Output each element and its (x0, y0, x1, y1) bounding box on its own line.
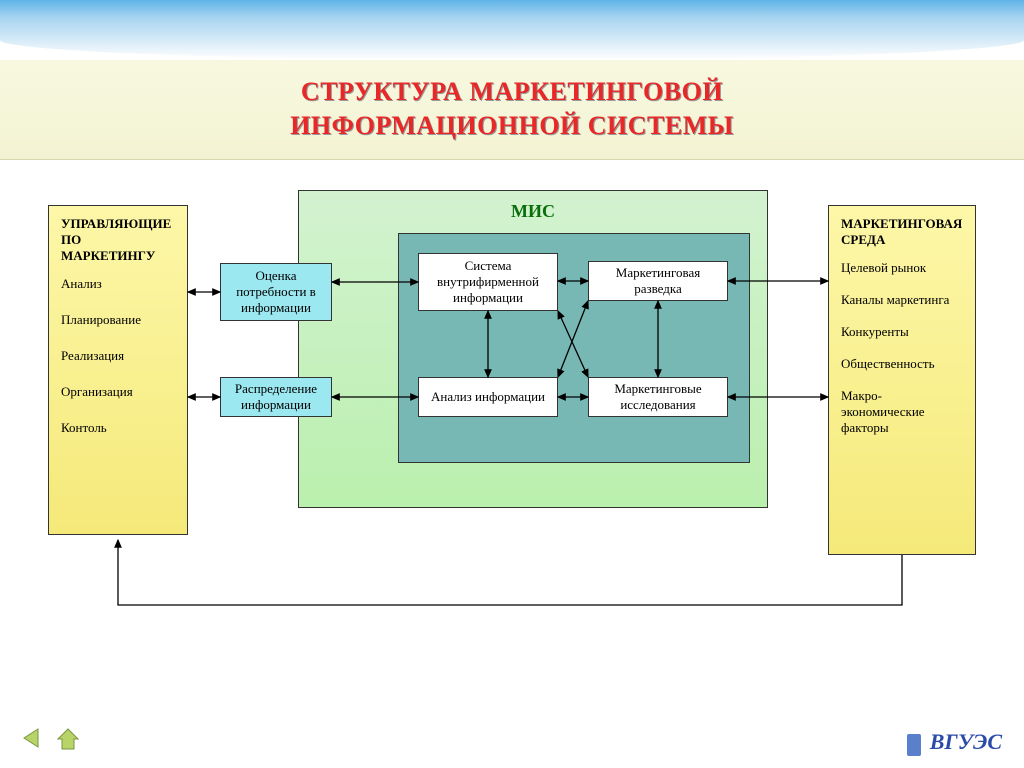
title-line-1: СТРУКТУРА МАРКЕТИНГОВОЙ (301, 77, 723, 106)
recon-label: Маркетинговая разведка (593, 265, 723, 297)
research-label: Маркетинговые исследования (593, 381, 723, 413)
distribution-label: Распределение информации (225, 381, 327, 413)
environment-item: Каналы маркетинга (841, 292, 949, 308)
environment-item: Конкуренты (841, 324, 909, 340)
managers-item: Планирование (61, 312, 141, 328)
managers-item: Организация (61, 384, 133, 400)
nav-home-icon[interactable] (54, 725, 82, 751)
internal-info-label: Система внутрифирменной информации (423, 258, 553, 306)
logo-icon (904, 730, 924, 758)
nav-back-icon[interactable] (18, 725, 46, 751)
mis-label: МИС (299, 201, 767, 222)
logo-text: ВГУЭС (930, 729, 1002, 754)
environment-item: Общественность (841, 356, 935, 372)
assessment-box: Оценка потребности в информации (220, 263, 332, 321)
diagram-area: УПРАВЛЯЮЩИЕ ПО МАРКЕТИНГУ Анализ Планиро… (0, 185, 1024, 645)
managers-title: УПРАВЛЯЮЩИЕ ПО МАРКЕТИНГУ (61, 216, 175, 264)
analysis-box: Анализ информации (418, 377, 558, 417)
assessment-label: Оценка потребности в информации (225, 268, 327, 316)
logo: ВГУЭС (904, 729, 1002, 758)
internal-info-box: Система внутрифирменной информации (418, 253, 558, 311)
environment-item: Целевой рынок (841, 260, 926, 276)
environment-box: МАРКЕТИНГОВАЯ СРЕДА Целевой рынок Каналы… (828, 205, 976, 555)
managers-item: Контоль (61, 420, 107, 436)
research-box: Маркетинговые исследования (588, 377, 728, 417)
managers-item: Анализ (61, 276, 102, 292)
recon-box: Маркетинговая разведка (588, 261, 728, 301)
header-wave (0, 0, 1024, 60)
title-line-2: ИНФОРМАЦИОННОЙ СИСТЕМЫ (290, 111, 734, 140)
environment-title: МАРКЕТИНГОВАЯ СРЕДА (841, 216, 963, 248)
managers-box: УПРАВЛЯЮЩИЕ ПО МАРКЕТИНГУ Анализ Планиро… (48, 205, 188, 535)
nav-controls (18, 725, 86, 756)
managers-item: Реализация (61, 348, 124, 364)
distribution-box: Распределение информации (220, 377, 332, 417)
analysis-label: Анализ информации (431, 389, 545, 405)
page-title: СТРУКТУРА МАРКЕТИНГОВОЙ ИНФОРМАЦИОННОЙ С… (0, 75, 1024, 143)
environment-item: Макро-экономические факторы (841, 388, 963, 436)
